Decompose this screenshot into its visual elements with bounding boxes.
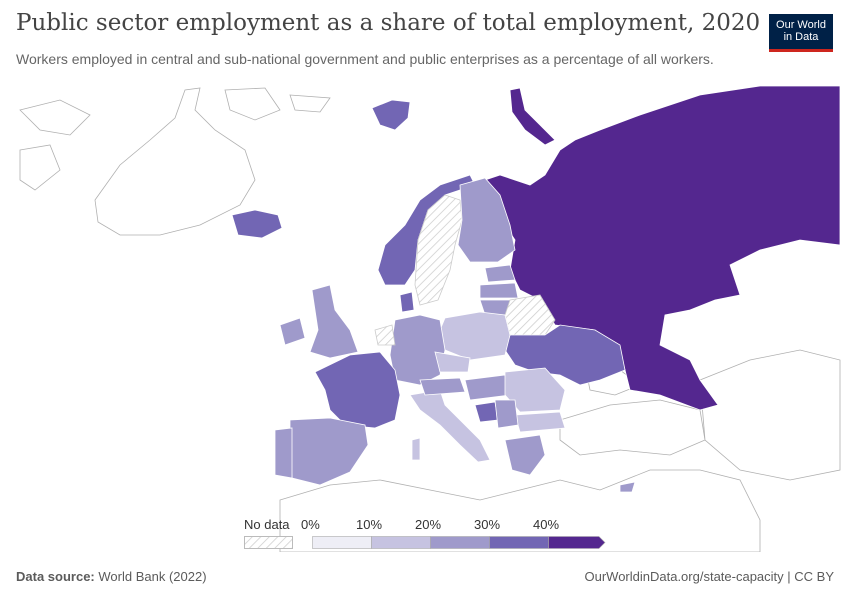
legend-bin-40-plus[interactable] bbox=[548, 536, 606, 549]
legend-no-data-swatch[interactable] bbox=[244, 536, 294, 550]
country-finland[interactable] bbox=[457, 177, 516, 263]
country-estonia[interactable] bbox=[484, 264, 516, 283]
country-bulgaria[interactable] bbox=[514, 411, 566, 433]
legend-bin-20-30[interactable] bbox=[430, 536, 490, 549]
country-svalbard[interactable] bbox=[371, 99, 411, 131]
legend-bin-30-40[interactable] bbox=[489, 536, 549, 549]
country-russia-novaya-zemlya[interactable] bbox=[509, 87, 556, 146]
legend-bin-10-20[interactable] bbox=[371, 536, 431, 549]
country-portugal[interactable] bbox=[274, 427, 293, 479]
country-latvia[interactable] bbox=[479, 282, 519, 299]
country-italy-sardinia[interactable] bbox=[411, 437, 421, 461]
legend-tick-20: 20% bbox=[415, 517, 442, 532]
country-poland[interactable] bbox=[439, 311, 511, 361]
owid-logo[interactable]: Our World in Data bbox=[769, 14, 833, 52]
legend-tick-30: 30% bbox=[474, 517, 501, 532]
country-spain[interactable] bbox=[289, 417, 369, 486]
data-source-label: Data source: bbox=[16, 569, 95, 584]
country-denmark[interactable] bbox=[399, 291, 415, 313]
chart-title: Public sector employment as a share of t… bbox=[16, 10, 761, 36]
country-united-kingdom[interactable] bbox=[309, 284, 359, 359]
country-bosnia[interactable] bbox=[474, 401, 499, 423]
country-serbia[interactable] bbox=[494, 399, 519, 429]
country-cyprus[interactable] bbox=[619, 481, 636, 493]
chart-subtitle: Workers employed in central and sub-nati… bbox=[16, 51, 714, 67]
legend-color-bar bbox=[312, 536, 606, 549]
country-ireland[interactable] bbox=[279, 317, 306, 346]
country-hungary[interactable] bbox=[464, 374, 511, 401]
country-iceland[interactable] bbox=[231, 209, 283, 239]
non-europe-outlines bbox=[279, 349, 841, 552]
country-france[interactable] bbox=[314, 351, 401, 429]
legend-tick-40: 40% bbox=[533, 517, 560, 532]
country-greece[interactable] bbox=[504, 434, 546, 476]
logo-line-2: in Data bbox=[783, 31, 819, 43]
legend-tick-0: 0% bbox=[301, 517, 320, 532]
europe-map[interactable] bbox=[0, 82, 850, 552]
legend-tick-10: 10% bbox=[356, 517, 383, 532]
logo-line-1: Our World bbox=[776, 19, 826, 31]
arctic-outlines bbox=[19, 87, 331, 236]
legend-bin-0-10[interactable] bbox=[312, 536, 372, 549]
country-czechia[interactable] bbox=[434, 351, 471, 373]
country-romania[interactable] bbox=[504, 367, 566, 413]
data-source: Data source: World Bank (2022) bbox=[16, 569, 207, 584]
country-italy[interactable] bbox=[409, 389, 491, 463]
country-germany[interactable] bbox=[389, 314, 446, 386]
country-austria[interactable] bbox=[419, 377, 466, 396]
country-netherlands[interactable] bbox=[374, 324, 396, 346]
footer-url[interactable]: OurWorldinData.org/state-capacity | CC B… bbox=[584, 569, 834, 584]
data-source-value[interactable]: World Bank (2022) bbox=[98, 569, 207, 584]
legend-no-data-label: No data bbox=[244, 517, 290, 532]
